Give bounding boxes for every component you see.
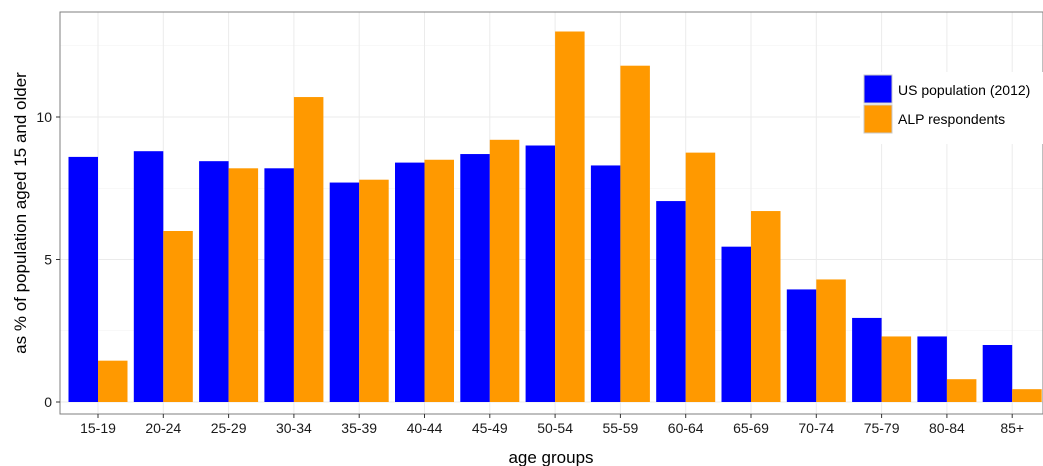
x-tick-label: 65-69 <box>733 420 769 436</box>
y-tick-label: 5 <box>44 252 52 268</box>
x-axis: 15-19 20-24 25-29 30-34 35-39 40-44 45-49 50-54… <box>80 414 1024 436</box>
x-tick-label: 30-34 <box>276 420 312 436</box>
x-tick-label: 35-39 <box>341 420 377 436</box>
bar-alp-respondents-35-39 <box>359 179 389 402</box>
bar-alp-respondents-85+ <box>1012 389 1042 402</box>
x-tick-label: 50-54 <box>537 420 573 436</box>
bar-us-population-75-79 <box>852 317 882 402</box>
x-tick-label: 45-49 <box>472 420 508 436</box>
bar-alp-respondents-70-74 <box>816 279 846 402</box>
y-axis: 0 5 10 <box>36 109 60 410</box>
x-tick-label: 75-79 <box>864 420 900 436</box>
legend-key-us-population <box>863 74 893 104</box>
bar-us-population-65-69 <box>721 246 751 402</box>
bar-us-population-35-39 <box>329 182 360 402</box>
bar-alp-respondents-50-54 <box>555 31 585 402</box>
x-tick-label: 15-19 <box>80 420 116 436</box>
bar-us-population-50-54 <box>525 145 556 402</box>
bar-alp-respondents-75-79 <box>881 336 912 402</box>
bar-alp-respondents-55-59 <box>620 65 650 402</box>
x-tick-label: 60-64 <box>668 420 704 436</box>
bars <box>68 31 1042 403</box>
y-tick-label: 0 <box>44 394 52 410</box>
x-tick-label: 40-44 <box>407 420 443 436</box>
x-axis-title: age groups <box>508 448 593 466</box>
y-axis-title: as % of population aged 15 and older <box>11 72 30 354</box>
y-tick-label: 10 <box>36 109 52 125</box>
x-tick-label: 70-74 <box>798 420 834 436</box>
bar-us-population-20-24 <box>133 151 164 402</box>
bar-us-population-45-49 <box>460 154 490 402</box>
bar-us-population-60-64 <box>656 201 686 402</box>
bar-alp-respondents-30-34 <box>293 97 324 403</box>
bar-us-population-25-29 <box>199 161 229 402</box>
legend-key-alp-respondents <box>863 104 893 134</box>
legend: US population (2012) ALP respondents <box>860 72 1043 144</box>
panel-border <box>59 11 1043 415</box>
bar-us-population-85+ <box>982 345 1013 402</box>
bar-alp-respondents-65-69 <box>751 211 781 402</box>
x-tick-label: 25-29 <box>211 420 247 436</box>
bar-us-population-55-59 <box>590 165 621 402</box>
bar-us-population-30-34 <box>264 168 294 402</box>
bar-alp-respondents-40-44 <box>424 159 454 402</box>
bar-alp-respondents-45-49 <box>489 139 520 403</box>
bar-alp-respondents-20-24 <box>163 231 193 402</box>
bar-us-population-40-44 <box>395 162 425 402</box>
x-tick-label: 80-84 <box>929 420 965 436</box>
bar-alp-respondents-60-64 <box>685 152 716 402</box>
bar-alp-respondents-15-19 <box>98 360 128 402</box>
bar-us-population-70-74 <box>786 289 817 402</box>
legend-label-alp-respondents: ALP respondents <box>898 111 1005 127</box>
x-tick-label: 55-59 <box>602 420 638 436</box>
bar-alp-respondents-80-84 <box>946 379 977 402</box>
x-tick-label: 85+ <box>1000 420 1024 436</box>
bar-us-population-80-84 <box>917 336 947 402</box>
x-tick-label: 20-24 <box>145 420 181 436</box>
bar-alp-respondents-25-29 <box>228 168 259 402</box>
legend-label-us-population: US population (2012) <box>898 82 1030 98</box>
bar-us-population-15-19 <box>68 156 98 402</box>
